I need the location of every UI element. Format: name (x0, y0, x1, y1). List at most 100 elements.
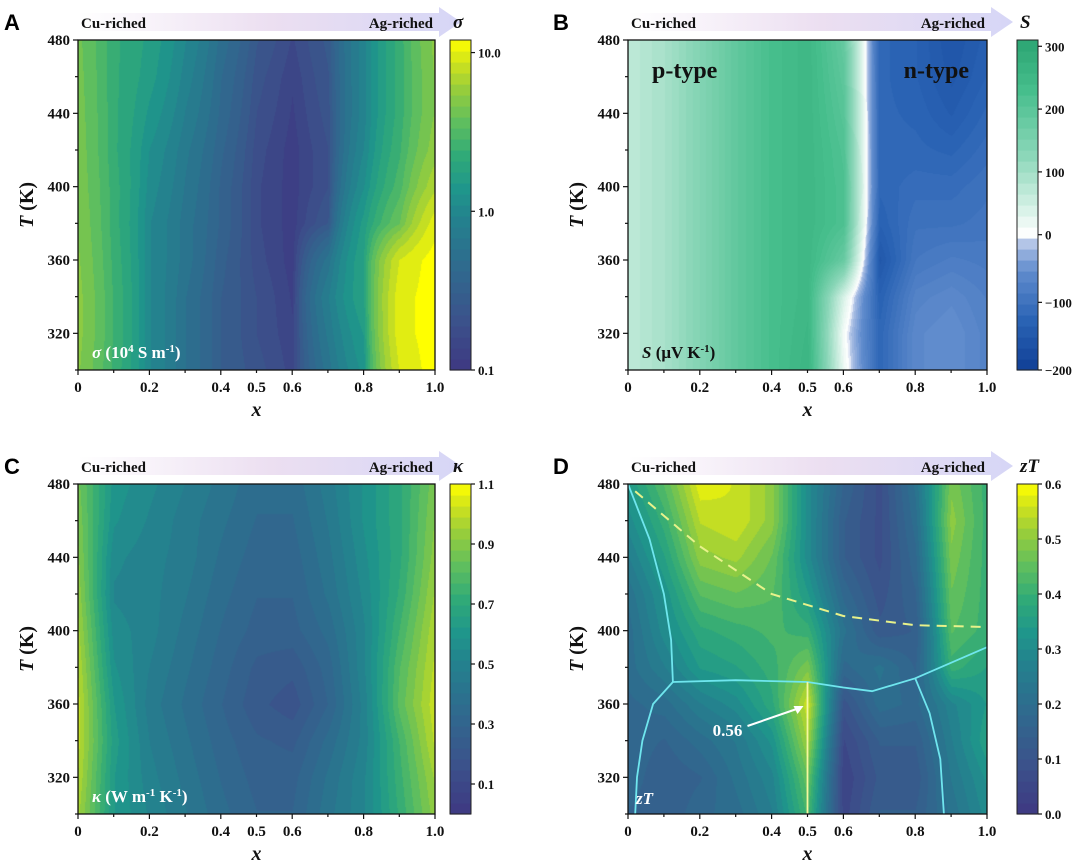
y-tick-label: 440 (598, 106, 621, 122)
colorbar-segment (450, 649, 471, 661)
colorbar-segment (450, 117, 471, 129)
colorbar-segment (450, 616, 471, 628)
colorbar-segment (1017, 583, 1038, 595)
colorbar-segment (450, 337, 471, 349)
colorbar-segment (450, 550, 471, 562)
colorbar-tick-label: 0.9 (478, 537, 495, 552)
colorbar-segment (1017, 671, 1038, 683)
colorbar-segment (1017, 150, 1038, 162)
colorbar-segment (1017, 161, 1038, 173)
colorbar-segment (450, 583, 471, 595)
colorbar-segment (1017, 517, 1038, 529)
x-tick-label: 0.8 (354, 824, 373, 840)
colorbar-tick-label: 100 (1045, 165, 1065, 180)
y-tick-label: 440 (48, 550, 71, 566)
colorbar-segment (450, 282, 471, 294)
x-tick-label: 0 (74, 380, 82, 396)
colorbar-segment (450, 238, 471, 250)
colorbar: 300 200 100 0 −100 −200 S (1016, 12, 1072, 378)
colorbar-segment (1017, 315, 1038, 327)
colorbar-segment (450, 51, 471, 63)
colorbar-segment (1017, 550, 1038, 562)
y-tick-label: 400 (598, 180, 621, 196)
x-tick-label: 0.2 (140, 380, 159, 396)
x-tick-label: 0.5 (798, 824, 817, 840)
x-tick-label: 0.4 (762, 380, 781, 396)
colorbar-segment (1017, 682, 1038, 694)
colorbar-segment (450, 106, 471, 118)
annotation-arrowhead (793, 706, 804, 714)
colorbar-segment (450, 693, 471, 705)
n-type-label: n-type (904, 58, 970, 84)
colorbar-segment (1017, 95, 1038, 107)
panel-letter: C (4, 454, 20, 479)
colorbar-segment (450, 748, 471, 760)
panel-a: 0 0.2 0.4 0.5 0.6 0.8 1.0 x 320 360 400 440 480 T (K)… (4, 7, 501, 421)
colorbar-segment (450, 715, 471, 727)
heatmap-c (78, 484, 435, 814)
colorbar-segment (450, 359, 471, 371)
y-tick-label: 400 (48, 180, 71, 196)
phase-boundary-line (634, 681, 674, 815)
x-axis-title: x (251, 399, 262, 421)
x-tick-label: 0.4 (762, 824, 781, 840)
colorbar-segment (1017, 84, 1038, 96)
colorbar-segment (1017, 616, 1038, 628)
composition-arrow (78, 7, 461, 37)
ag-riched-label: Ag-riched (921, 460, 986, 476)
cu-riched-label: Cu-riched (81, 460, 147, 476)
colorbar-segment (1017, 227, 1038, 239)
y-tick-label: 360 (598, 697, 621, 713)
colorbar-segment (450, 95, 471, 107)
y-axis-title: T (K) (16, 626, 38, 672)
colorbar-segment (1017, 803, 1038, 815)
annotation-arrow (747, 707, 800, 727)
colorbar-segment (1017, 194, 1038, 206)
y-tick-label: 440 (48, 106, 71, 122)
colorbar-segment (1017, 216, 1038, 228)
quantity-unit-label: σ (104 S m-1) (92, 343, 181, 362)
x-tick-label: 0.4 (211, 380, 230, 396)
x-tick-label: 1.0 (426, 824, 445, 840)
y-tick-label: 360 (48, 697, 71, 713)
x-tick-label: 0 (624, 380, 632, 396)
colorbar-segment (450, 348, 471, 360)
colorbar-segment (1017, 183, 1038, 195)
colorbar-segment (450, 781, 471, 793)
peak-annotation: 0.56 (713, 721, 743, 740)
colorbar-segment (450, 704, 471, 716)
colorbar-segment (450, 517, 471, 529)
colorbar-tick-label: 200 (1045, 102, 1065, 117)
colorbar-segment (450, 506, 471, 518)
heatmap-b (628, 40, 987, 370)
colorbar-segment (450, 172, 471, 184)
colorbar-title: σ (453, 12, 464, 33)
ag-riched-label: Ag-riched (369, 460, 434, 476)
colorbar-tick-label: −200 (1045, 363, 1072, 378)
colorbar-segment (450, 40, 471, 52)
colorbar-segment (450, 271, 471, 283)
colorbar-tick-label: 300 (1045, 39, 1065, 54)
colorbar-segment (1017, 337, 1038, 349)
quantity-unit-label: κ (W m-1 K-1) (92, 787, 188, 806)
colorbar-segment (1017, 304, 1038, 316)
colorbar-segment (1017, 605, 1038, 617)
colorbar-segment (450, 539, 471, 551)
colorbar-segment (1017, 359, 1038, 371)
colorbar-segment (1017, 561, 1038, 573)
colorbar-segment (1017, 40, 1038, 52)
panel-letter: A (4, 10, 20, 35)
colorbar-segment (450, 139, 471, 151)
colorbar-segment (1017, 172, 1038, 184)
colorbar-segment (1017, 51, 1038, 63)
colorbar-segment (1017, 660, 1038, 672)
colorbar-tick-label: 0.5 (1045, 532, 1062, 547)
composition-arrow (628, 7, 1013, 37)
colorbar-tick-label: 0.3 (1045, 642, 1062, 657)
colorbar-segment (450, 62, 471, 74)
x-axis-title: x (802, 399, 813, 421)
x-tick-label: 0.2 (690, 824, 709, 840)
x-tick-label: 0.5 (247, 824, 266, 840)
x-tick-label: 0.6 (834, 380, 853, 396)
x-tick-label: 0.6 (283, 380, 302, 396)
